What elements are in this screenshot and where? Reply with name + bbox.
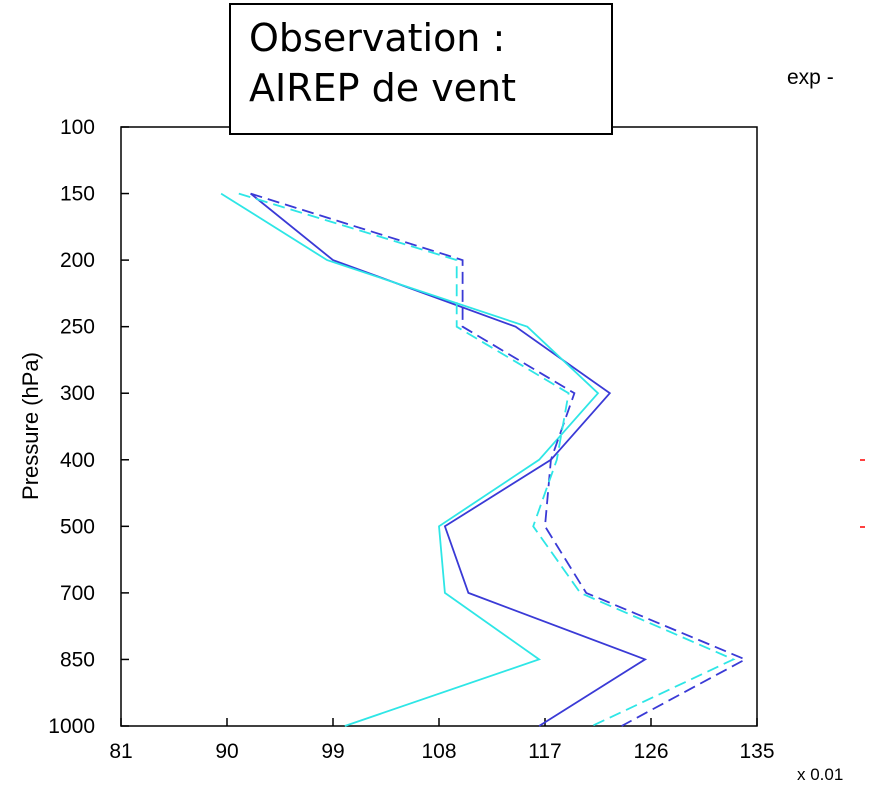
x-tick-label: 90 [215, 740, 238, 763]
header-text: exp - [787, 66, 834, 89]
x-tick-label: 135 [739, 740, 774, 763]
x-axis: 81 90 99 108 117 126 135 [109, 718, 775, 763]
series-line-3-dashed [250, 192, 748, 727]
y-tick-label: 150 [60, 183, 95, 206]
observation-annotation-box: Observation : AIREP de vent [229, 3, 613, 135]
y-axis: 100 150 200 250 300 400 500 700 850 1000 [48, 116, 129, 738]
y-tick-label: 200 [60, 249, 95, 272]
x-tick-label: 108 [421, 740, 456, 763]
y-tick-label: 400 [60, 449, 95, 472]
y-tick-label: 250 [60, 316, 95, 339]
series-line-4-dashed [238, 192, 736, 727]
x-tick-label: 81 [109, 740, 132, 763]
x-tick-label: 99 [321, 740, 344, 763]
annotation-line-2: AIREP de vent [249, 66, 517, 110]
annotation-line-1: Observation : [249, 16, 506, 60]
series-line-1-solid [250, 192, 648, 727]
series-layer [220, 192, 748, 727]
y-axis-title: Pressure (hPa) [18, 352, 43, 500]
y-tick-label: 500 [60, 515, 95, 538]
y-tick-label: 850 [60, 648, 95, 671]
x-tick-label: 126 [633, 740, 668, 763]
y-tick-label: 300 [60, 382, 95, 405]
y-tick-label: 100 [60, 116, 95, 139]
y-tick-label: 700 [60, 582, 95, 605]
plot-frame [120, 126, 758, 727]
x-multiplier-label: x 0.01 [797, 765, 843, 784]
legend-markers [860, 459, 865, 528]
y-tick-label: 1000 [48, 715, 95, 738]
series-line-2-solid [220, 192, 600, 727]
x-tick-label: 117 [528, 740, 561, 763]
